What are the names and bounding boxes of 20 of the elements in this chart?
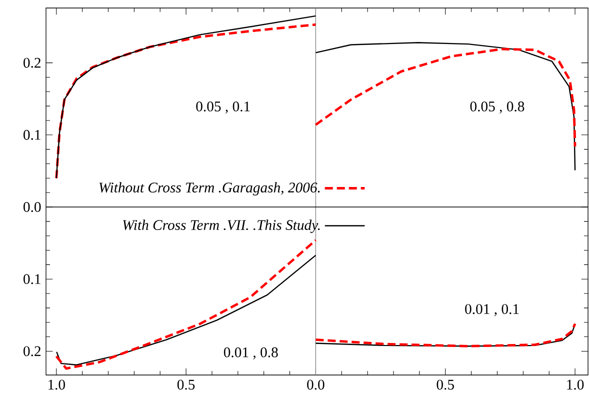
y-tick-label: 0.2 (24, 58, 40, 68)
legend-label: Without Cross Term .Garagash, 2006. (99, 182, 320, 196)
line-series (314, 48, 576, 148)
y-tick-label: 0.1 (24, 274, 40, 284)
line-series (55, 238, 317, 370)
x-tick-label: 0.5 (436, 380, 454, 390)
y-tick-label: 0.0 (24, 202, 41, 212)
y-tick-label: 0.2 (24, 346, 40, 356)
x-tick-label: 0.5 (177, 380, 195, 390)
annotation: 0.05 , 0.8 (470, 102, 524, 114)
line-series (315, 42, 576, 171)
legend-label: With Cross Term .VII. .This Study. (122, 220, 320, 234)
x-tick-label: 0.0 (307, 380, 324, 390)
x-tick-label: 1.0 (567, 380, 584, 390)
annotation: 0.01 , 0.8 (224, 347, 278, 360)
y-tick-label: 0.1 (24, 130, 40, 140)
annotation: 0.01 , 0.1 (465, 304, 519, 316)
annotation: 0.05 , 0.1 (196, 102, 250, 114)
line-series (56, 254, 316, 366)
x-tick-label: 1.0 (48, 380, 65, 390)
